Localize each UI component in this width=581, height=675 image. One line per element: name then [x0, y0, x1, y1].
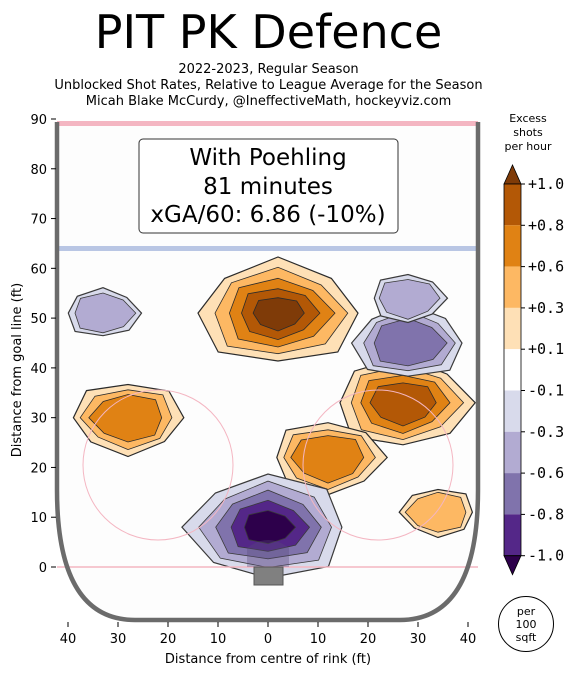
- colorbar-swatch: [504, 390, 521, 432]
- x-tick-label: 10: [210, 632, 227, 647]
- colorbar-swatch: [504, 225, 521, 267]
- colorbar-tick-label: +1.0: [528, 175, 564, 193]
- y-tick-label: 0: [39, 561, 47, 576]
- y-axis-label: Distance from goal line (ft): [10, 283, 25, 457]
- x-tick-label: 20: [160, 632, 177, 647]
- contour-region: [74, 292, 137, 334]
- colorbar-extend-max: [503, 164, 522, 185]
- unit-line-1: per: [516, 604, 536, 618]
- y-tick-label: 10: [30, 511, 47, 526]
- colorbar-tick-label: -0.6: [528, 464, 564, 482]
- colorbar-tick-label: -0.8: [528, 505, 564, 523]
- y-tick-label: 80: [30, 163, 47, 178]
- contour-region: [88, 394, 163, 443]
- goal-net: [253, 566, 284, 586]
- x-tick-label: 30: [410, 632, 427, 647]
- colorbar-tick-label: +0.8: [528, 216, 564, 234]
- colorbar-tick-label: -0.3: [528, 423, 564, 441]
- y-tick-label: 60: [30, 262, 47, 277]
- chart-subtitle-line-2: Unblocked Shot Rates, Relative to League…: [54, 78, 483, 93]
- colorbar-tick-label: +0.3: [528, 299, 564, 317]
- contour-region: [290, 435, 365, 484]
- contour-region: [369, 382, 437, 427]
- rink-markings: [54, 121, 481, 623]
- y-tick-label: 20: [30, 461, 47, 476]
- y-tick-label: 70: [30, 213, 47, 228]
- contour-region: [252, 297, 305, 332]
- x-axis-label: Distance from centre of rink (ft): [165, 652, 371, 667]
- colorbar-swatch: [504, 514, 521, 556]
- contour-region: [404, 491, 467, 533]
- y-axis: 0 10 20 30 40 50 60 70 80 90: [30, 113, 56, 576]
- colorbar-title-line-2: shots: [513, 126, 543, 139]
- rink-boards: [54, 122, 481, 623]
- contour-region: [378, 279, 441, 320]
- colorbar-extend-min: [503, 555, 522, 576]
- colorbar-tick-label: -0.1: [528, 382, 564, 400]
- y-tick-label: 40: [30, 362, 47, 377]
- contour-region: [243, 510, 297, 545]
- centre-red-line: [57, 121, 478, 126]
- colorbar-frame: [503, 183, 522, 557]
- colorbar-swatch: [504, 184, 521, 226]
- faceoff-circle-right: [302, 389, 454, 541]
- blue-line: [57, 246, 478, 251]
- annotation-line-3: xGA/60: 6.86 (-10%): [150, 202, 385, 228]
- goal-crease: [247, 540, 289, 567]
- colorbar-swatch: [504, 307, 521, 350]
- annotation-line-2: 81 minutes: [203, 174, 333, 200]
- annotation-box: With Poehling 81 minutes xGA/60: 6.86 (-…: [138, 138, 399, 234]
- x-tick-label: 40: [460, 632, 477, 647]
- colorbar-swatch: [504, 473, 521, 515]
- unit-line-3: sqft: [515, 630, 537, 644]
- colorbar-tick-label: +0.1: [528, 340, 564, 358]
- contour-layer: [67, 256, 477, 579]
- x-tick-label: 10: [310, 632, 327, 647]
- colorbar-tick-label: +0.6: [528, 258, 564, 276]
- x-tick-label: 20: [360, 632, 377, 647]
- x-tick-label: 40: [60, 632, 77, 647]
- colorbar-swatch: [504, 266, 521, 308]
- colorbar-swatch: [504, 349, 521, 391]
- x-tick-label: 0: [264, 632, 272, 647]
- annotation-line-1: With Poehling: [189, 145, 346, 171]
- colorbar-title-line-1: Excess: [509, 112, 547, 125]
- chart-subtitle-line-3: Micah Blake McCurdy, @IneffectiveMath, h…: [85, 94, 452, 109]
- faceoff-circle-left: [82, 389, 234, 541]
- y-tick-label: 50: [30, 312, 47, 327]
- chart-title: PIT PK Defence: [94, 5, 443, 59]
- unit-line-2: 100: [515, 617, 537, 631]
- y-tick-label: 30: [30, 412, 47, 427]
- colorbar-tick-label: -1.0: [528, 547, 564, 565]
- x-axis: 40 30 20 10 0 10 20 30 40: [60, 622, 477, 647]
- colorbar: +1.0 +0.8 +0.6 +0.3 +0.1 -0.1 -0.3 -0.6 -0.8 -1.0: [503, 164, 564, 576]
- contour-region: [373, 317, 448, 367]
- y-tick-label: 90: [30, 113, 47, 128]
- x-tick-label: 30: [110, 632, 127, 647]
- unit-badge: per 100 sqft: [498, 596, 554, 652]
- colorbar-swatch: [504, 431, 521, 474]
- colorbar-title-line-3: per hour: [504, 140, 552, 153]
- chart-subtitle-line-1: 2022-2023, Regular Season: [178, 62, 359, 77]
